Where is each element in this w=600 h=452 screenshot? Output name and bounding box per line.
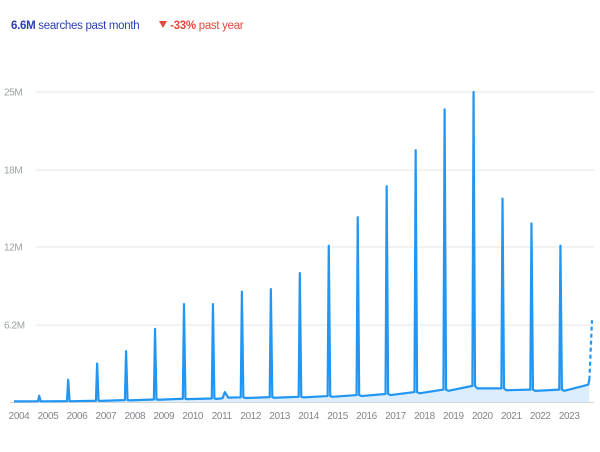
y-axis-labels: 6.2M 12M 18M 25M: [4, 88, 25, 332]
x-tick-label: 2010: [182, 411, 203, 422]
x-tick-label: 2009: [153, 411, 174, 422]
stats-summary: 6.6M searches past month -33% past year: [11, 20, 244, 36]
x-tick-label: 2019: [443, 411, 464, 422]
series-line: [13, 90, 591, 403]
searches-value: 6.6M: [11, 20, 36, 32]
x-tick-label: 2005: [38, 411, 59, 422]
x-tick-label: 2013: [269, 411, 290, 422]
x-tick-label: 2012: [240, 411, 261, 422]
series-layer: [13, 90, 594, 403]
down-arrow-icon: [159, 21, 168, 28]
y-tick-label: 6.2M: [4, 321, 25, 332]
x-tick-label: 2007: [96, 411, 117, 422]
x-tick-label: 2014: [298, 411, 319, 422]
x-tick-label: 2006: [67, 411, 88, 422]
y-tick-label: 12M: [4, 243, 22, 254]
grid-lines: [10, 91, 594, 403]
x-tick-label: 2023: [559, 411, 580, 422]
x-tick-label: 2021: [501, 411, 522, 422]
change-value: -33%: [170, 20, 196, 32]
x-tick-label: 2016: [356, 411, 377, 422]
x-tick-label: 2017: [385, 411, 406, 422]
x-tick-label: 2022: [530, 411, 551, 422]
projection-line: [588, 320, 594, 380]
x-tick-label: 2011: [212, 411, 233, 422]
x-tick-label: 2020: [472, 411, 493, 422]
y-tick-label: 18M: [4, 166, 22, 177]
change-label: past year: [198, 20, 244, 32]
x-tick-label: 2004: [9, 411, 30, 422]
y-tick-label: 25M: [4, 88, 22, 99]
searches-label: searches past month: [38, 20, 140, 32]
x-tick-label: 2015: [327, 411, 348, 422]
x-axis-labels: 2004 2005 2006 2007 2008 2009 2010 2011 2012 2013…: [9, 411, 581, 422]
x-tick-label: 2018: [414, 411, 435, 422]
x-tick-label: 2008: [125, 411, 146, 422]
